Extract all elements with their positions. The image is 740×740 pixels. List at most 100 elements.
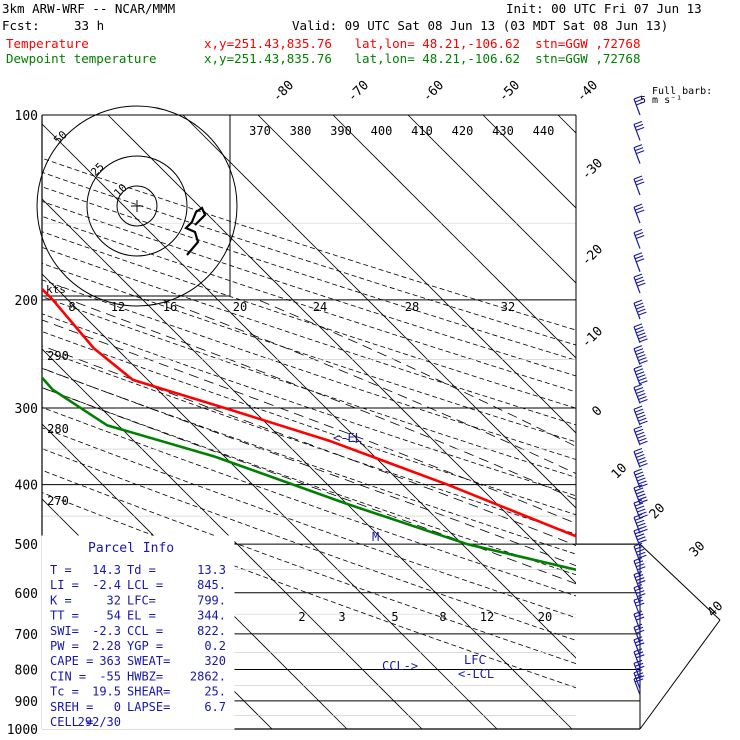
wind-barb [633, 365, 648, 385]
parcel-info-label: CIN = [50, 669, 86, 683]
isotherm-tick-label: -30 [579, 156, 606, 183]
mixing-ratio-line [661, 593, 740, 729]
melting-level-marker: M [372, 530, 379, 544]
hodograph-trace [184, 206, 207, 256]
hodograph-ring [36, 105, 238, 307]
wind-barb [633, 383, 648, 404]
isotherm-line [332, 115, 576, 359]
parcel-info-label: SREH = [50, 700, 93, 714]
wind-barb-feather [634, 302, 644, 307]
isotherm-line [557, 115, 576, 134]
wind-barb-feather [637, 566, 646, 571]
valid-time: Valid: 09 UTC Sat 08 Jun 13 (03 MDT Sat … [292, 18, 669, 33]
mixing-ratio-label: 8 [439, 610, 446, 624]
wind-barb-feather [636, 519, 645, 524]
hodograph-speed-label: 16 [163, 300, 177, 314]
wind-barb-feather [639, 440, 648, 445]
wind-barb-feather [634, 560, 644, 565]
wind-barb-feather [634, 408, 644, 413]
wind-barb-feather [637, 456, 646, 461]
hodograph-speed-label: 12 [111, 300, 125, 314]
hodograph-ring-label: 10 [111, 181, 130, 200]
wind-barb-feather [634, 545, 644, 550]
wind-barb [633, 527, 647, 548]
wind-barb-feather [636, 279, 645, 284]
parcel-info-value: 292/30 [78, 715, 121, 729]
pressure-tick-label: 1000 [7, 723, 38, 738]
pressure-tick-label: 900 [15, 695, 38, 710]
barb-legend-text: Full barb: [652, 86, 712, 97]
wind-barb-feather [639, 338, 648, 343]
parcel-info-label: PW = [50, 639, 79, 653]
isotherm-line [42, 348, 423, 729]
wind-barb [633, 144, 645, 164]
pressure-tick-label: 200 [15, 294, 38, 309]
wind-barb-feather [636, 490, 645, 495]
wind-barb-feather [638, 357, 647, 362]
wind-barb-feather [633, 499, 643, 504]
wind-barb-feather [639, 483, 648, 488]
wind-barb-feather [633, 610, 643, 615]
wind-barb-feather [636, 126, 645, 131]
isotherm-line [257, 115, 576, 434]
wind-barb-feather [634, 123, 644, 128]
parcel-info-value: 2862. [190, 669, 226, 683]
mixing-ratio-label: 5 [391, 610, 398, 624]
pressure-tick-label: 400 [15, 479, 38, 494]
wind-barb-feather [636, 235, 645, 240]
theta-label: 290 [47, 349, 69, 363]
forecast-hours: 33 h [74, 18, 105, 33]
wind-barb-feather [636, 629, 645, 634]
wind-barb-feather [633, 447, 643, 452]
wind-barb [633, 299, 647, 320]
wind-barb-feather [634, 516, 644, 521]
parcel-info-value: 32 [107, 593, 121, 607]
parcel-info-label: CELL = [50, 715, 93, 729]
isotherm-tick-label: -10 [579, 324, 606, 351]
isotherm-tick-label: -60 [420, 78, 447, 105]
dewpoint-legend-label: Dewpoint temperature [6, 51, 157, 66]
parcel-info-value: 344. [197, 609, 226, 623]
wind-barb-feather [639, 360, 648, 365]
isotherm-line [182, 115, 576, 509]
wind-barb-feather [634, 178, 644, 183]
pressure-tick-label: 300 [15, 402, 38, 417]
wind-barb [633, 345, 648, 365]
wind-barb-feather [638, 496, 647, 501]
parcel-info-value: 54 [107, 609, 121, 623]
isotherm-line [633, 115, 740, 729]
wind-barb [633, 484, 648, 505]
wind-barb-feather [636, 431, 645, 436]
isotherm-tick-label: 20 [647, 501, 669, 523]
parcel-info-value: 799. [197, 593, 226, 607]
parcel-info-background [41, 535, 235, 730]
wind-barb-feather [633, 252, 643, 257]
parcel-info-label: K = [50, 593, 72, 607]
wind-barb-feather [636, 665, 645, 670]
isotherm-tick-label: 0 [589, 403, 605, 419]
wind-barb [633, 203, 645, 224]
wind-barb-feather [633, 383, 643, 388]
hodograph-units-label: kts [46, 283, 66, 296]
lfc-marker: LFC [464, 653, 486, 667]
wind-barb-feather [636, 371, 645, 376]
parcel-info-label: EL = [127, 609, 156, 623]
moist-adiabat-line [162, 299, 576, 475]
wind-barb [633, 636, 645, 657]
wind-barb-feather [633, 323, 643, 328]
wind-barb-feather [633, 95, 643, 100]
wind-barb-feather [636, 329, 645, 334]
wind-barb [633, 273, 646, 294]
wind-barb-feather [634, 348, 644, 353]
moist-adiabat-line [42, 367, 576, 567]
parcel-info-label: HWBZ= [127, 669, 163, 683]
wind-barb [633, 584, 646, 604]
parcel-info-label: SHEAR= [127, 685, 170, 699]
wind-barb [633, 557, 646, 577]
wind-barb-feather [634, 98, 644, 103]
hodograph-ring [86, 155, 188, 257]
lcl-marker: <-LCL [458, 667, 494, 681]
wind-barb-feather [637, 414, 646, 419]
isotherm-tick-label: 40 [705, 599, 727, 621]
dewpoint-location: x,y=251.43,835.76 lat,lon= 48.21,-106.62… [204, 51, 641, 66]
